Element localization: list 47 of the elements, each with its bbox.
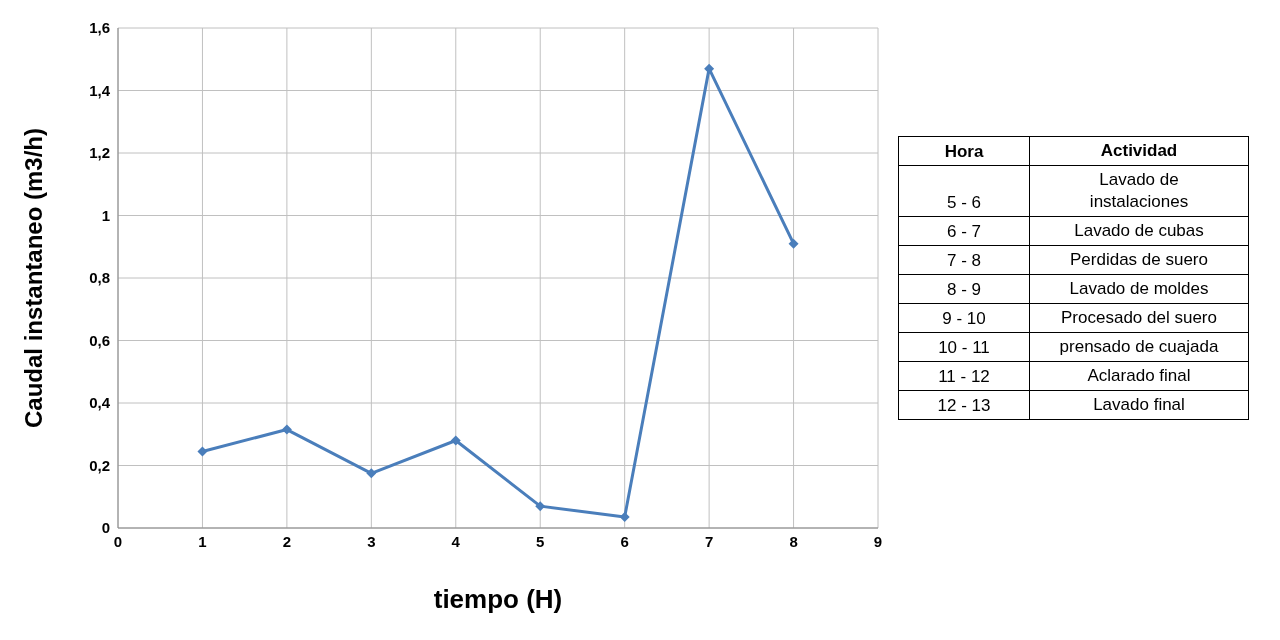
point bbox=[366, 468, 377, 479]
y-tick-label: 0,4 bbox=[89, 394, 111, 412]
x-tick-label: 3 bbox=[367, 532, 376, 550]
y-tick-label: 0,6 bbox=[89, 331, 110, 349]
text: Perdidas de suero bbox=[1069, 249, 1209, 271]
y-axis-title: Caudal instantaneo (m3/h) bbox=[19, 127, 47, 429]
text: 7 - 8 bbox=[898, 245, 1030, 275]
point bbox=[788, 238, 799, 249]
x-tick-label: 8 bbox=[789, 532, 798, 550]
text: 10 - 11 bbox=[898, 332, 1030, 362]
text: 5 - 6 bbox=[898, 165, 1030, 217]
text: Aclarado final bbox=[1086, 365, 1192, 387]
text: Hora bbox=[898, 136, 1030, 166]
text: 12 - 13 bbox=[898, 390, 1030, 420]
text: 11 - 12 bbox=[898, 361, 1030, 391]
point bbox=[704, 63, 715, 74]
text: 8 - 9 bbox=[898, 274, 1030, 304]
x-tick-label: 9 bbox=[873, 532, 883, 550]
x-tick-label: 6 bbox=[620, 532, 629, 550]
x-axis-title: tiempo (H) bbox=[433, 584, 563, 614]
point bbox=[450, 435, 461, 446]
y-tick-label: 1,2 bbox=[89, 144, 110, 162]
y-tick-label: 0 bbox=[101, 519, 110, 537]
x-tick-label: 4 bbox=[451, 532, 461, 550]
x-tick-label: 2 bbox=[282, 532, 292, 550]
point bbox=[535, 501, 546, 512]
y-tick-label: 1,6 bbox=[89, 19, 110, 37]
y-tick-label: 1,4 bbox=[89, 81, 111, 99]
text: prensado de cuajada bbox=[1058, 336, 1220, 358]
y-tick-label: 0,2 bbox=[89, 456, 110, 474]
point bbox=[197, 446, 208, 457]
point bbox=[619, 512, 630, 523]
text: Lavado final bbox=[1092, 394, 1186, 416]
text: Lavado de cubas bbox=[1073, 220, 1205, 242]
x-tick-label: 5 bbox=[536, 532, 545, 550]
x-tick-label: 1 bbox=[198, 532, 207, 550]
text: 6 - 7 bbox=[898, 216, 1030, 246]
text: Procesado del suero bbox=[1060, 307, 1218, 329]
y-tick-label: 0,8 bbox=[89, 269, 110, 287]
text: Lavado de instalaciones bbox=[1088, 169, 1190, 213]
x-tick-label: 7 bbox=[704, 532, 714, 550]
x-tick-label: 0 bbox=[113, 532, 123, 550]
point bbox=[281, 424, 292, 435]
text: Actividad bbox=[1099, 140, 1179, 162]
text: 9 - 10 bbox=[898, 303, 1030, 333]
y-tick-label: 1 bbox=[101, 206, 110, 224]
text: Lavado de moldes bbox=[1068, 278, 1210, 300]
